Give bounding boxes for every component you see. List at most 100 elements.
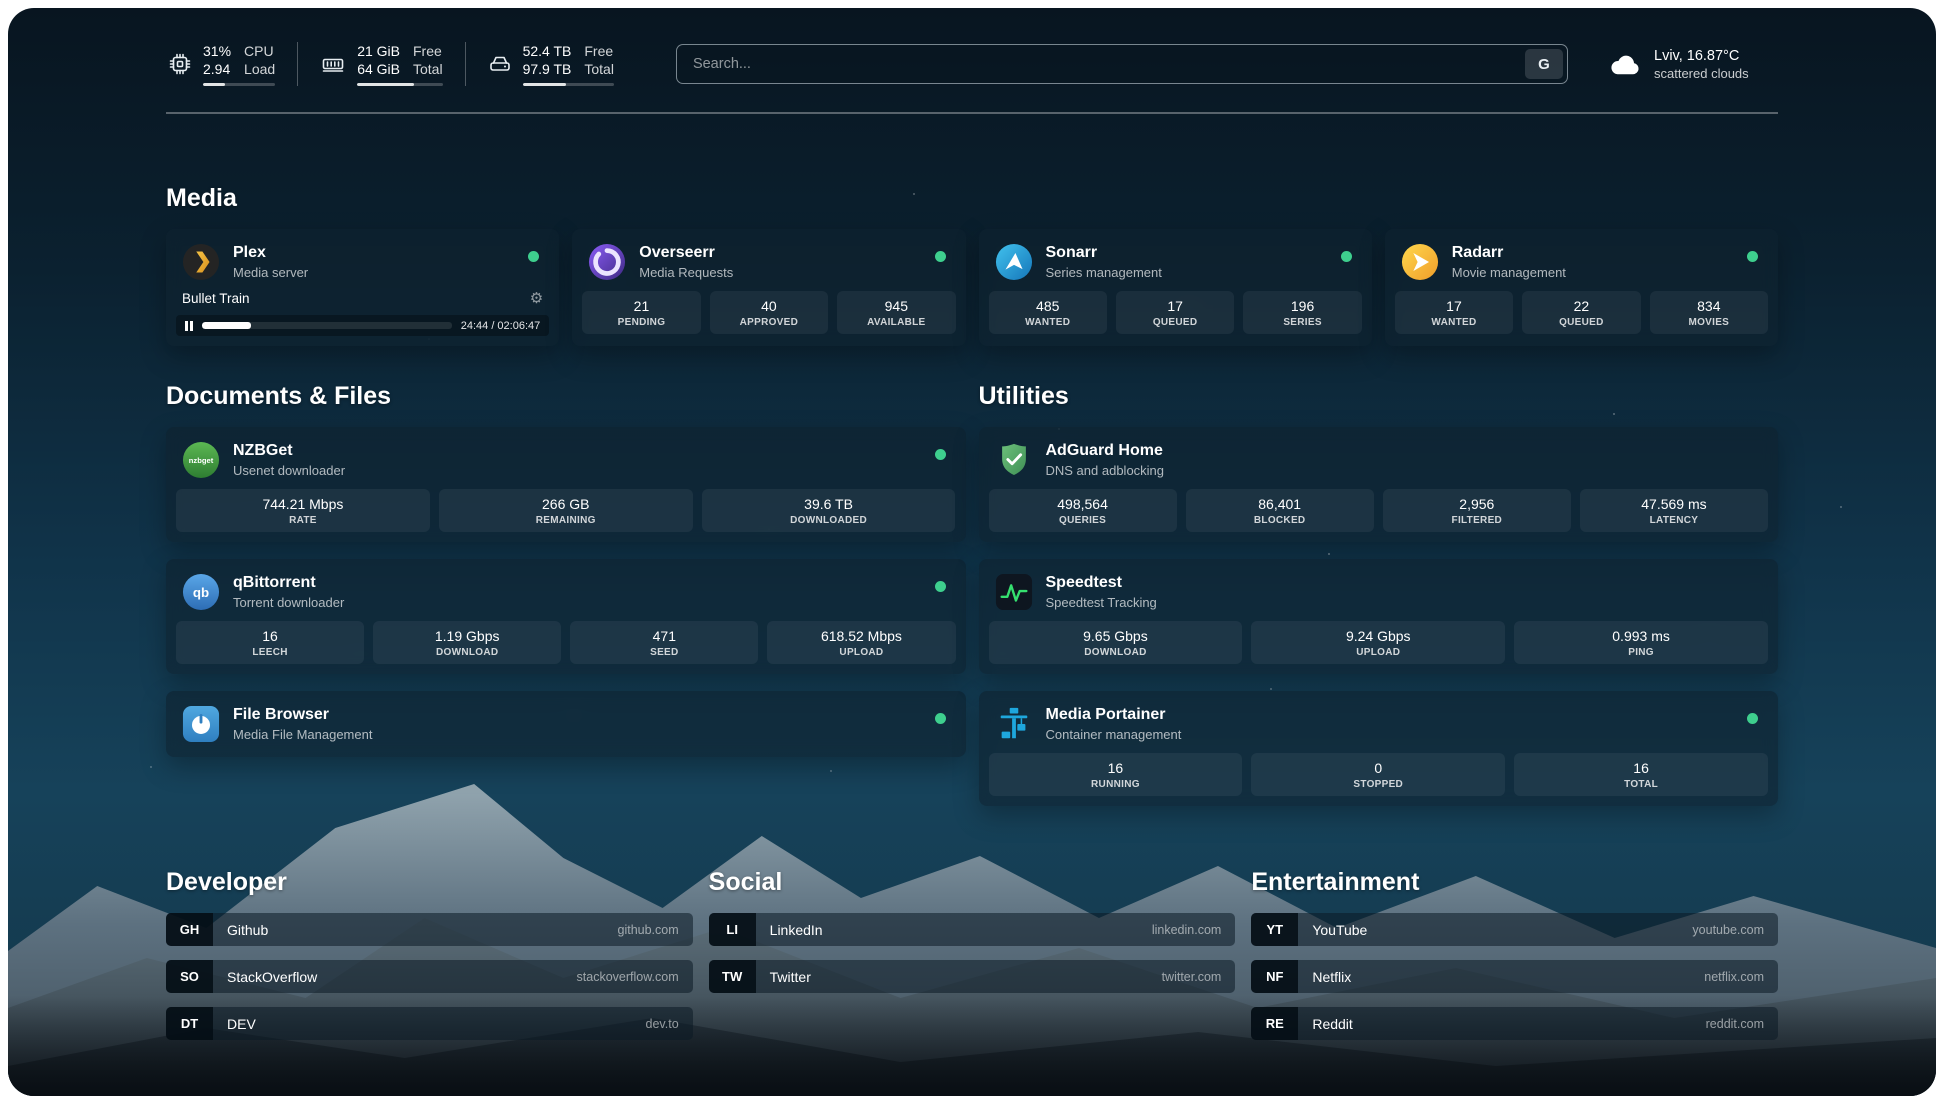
app-subtitle: Speedtest Tracking <box>1045 595 1157 611</box>
disk-total-label: Total <box>584 61 614 78</box>
bookmark-name: Github <box>227 921 269 938</box>
app-name: NZBGet <box>233 442 293 460</box>
stat-queries: 498,564 QUERIES <box>988 489 1177 533</box>
nzbget-icon: nzbget <box>182 441 220 479</box>
search-bar: G <box>675 44 1568 85</box>
status-dot <box>1747 251 1758 263</box>
disk-total-value: 97.9 TB <box>522 61 572 78</box>
stat-wanted: 17 WANTED <box>1394 291 1514 335</box>
service-card-adguard[interactable]: AdGuard Home DNS and adblocking 498,564 … <box>978 427 1778 543</box>
memory-icon <box>320 52 346 76</box>
app-subtitle: Series management <box>1045 265 1162 281</box>
pause-button[interactable] <box>185 320 193 331</box>
filebrowser-icon <box>182 705 220 743</box>
stat-seed: 471 SEED <box>570 621 759 665</box>
service-card-radarr[interactable]: Radarr Movie management 17 WANTED 2 <box>1384 229 1778 347</box>
bookmark-name: Netflix <box>1312 968 1352 985</box>
search-input[interactable] <box>680 56 1525 73</box>
app-subtitle: Torrent downloader <box>233 595 345 611</box>
svg-text:qb: qb <box>193 585 209 600</box>
bookmark-github[interactable]: GH Github github.com <box>166 913 693 947</box>
playback-progress[interactable] <box>202 322 452 330</box>
service-card-portainer[interactable]: Media Portainer Container management 16 … <box>978 691 1778 807</box>
bookmark-url: dev.to <box>645 1016 679 1031</box>
radarr-icon <box>1401 243 1439 281</box>
app-name: File Browser <box>233 706 330 724</box>
bookmark-url: twitter.com <box>1161 969 1222 984</box>
bookmark-url: linkedin.com <box>1151 922 1222 937</box>
bookmarks-title-entertainment: Entertainment <box>1251 868 1420 897</box>
bookmark-url: youtube.com <box>1692 922 1764 937</box>
disk-widget: 52.4 TB 97.9 TB Free Total <box>464 42 636 87</box>
stat-upload: 618.52 Mbps UPLOAD <box>767 621 956 665</box>
app-subtitle: DNS and adblocking <box>1045 463 1165 479</box>
sonarr-icon <box>995 243 1033 281</box>
stat-approved: 40 APPROVED <box>709 291 829 335</box>
status-dot <box>1747 713 1758 725</box>
dashboard: 31% 2.94 CPU Load <box>8 8 1936 1096</box>
memory-free-label: Free <box>413 43 442 59</box>
section-documents: Documents & Files nzbget <box>166 382 966 758</box>
app-name: AdGuard Home <box>1045 442 1163 460</box>
status-dot <box>934 449 946 461</box>
disk-free-label: Free <box>584 43 614 59</box>
disk-free-value: 52.4 TB <box>522 43 572 59</box>
bookmark-linkedin[interactable]: LI LinkedIn linkedin.com <box>708 913 1236 947</box>
section-media: Media <box>166 184 1778 347</box>
overseerr-icon <box>588 243 626 281</box>
stat-available: 945 AVAILABLE <box>837 291 956 335</box>
service-card-sonarr[interactable]: Sonarr Series management 485 WANTED <box>978 229 1372 347</box>
app-name: qBittorrent <box>233 574 316 592</box>
status-dot <box>528 251 540 263</box>
service-card-qbittorrent[interactable]: qb qBittorrent Torrent downloader <box>166 559 966 675</box>
qbittorrent-icon: qb <box>182 573 220 611</box>
bookmark-url: netflix.com <box>1704 969 1764 984</box>
app-name: Speedtest <box>1045 574 1122 592</box>
status-dot <box>934 581 946 593</box>
svg-text:nzbget: nzbget <box>189 456 214 465</box>
bookmark-abbr: RE <box>1251 1007 1299 1041</box>
snow-particles <box>8 8 10 10</box>
cpu-label: CPU <box>244 43 274 59</box>
cpu-percent: 31% <box>203 43 232 59</box>
stat-wanted: 485 WANTED <box>988 291 1107 335</box>
stat-upload: 9.24 Gbps UPLOAD <box>1251 621 1506 665</box>
bookmarks-entertainment: Entertainment YT YouTube youtube.com NF … <box>1251 868 1778 1041</box>
weather-widget: Lviv, 16.87°C scattered clouds <box>1608 48 1778 81</box>
top-bar: 31% 2.94 CPU Load <box>166 8 1778 87</box>
bookmark-reddit[interactable]: RE Reddit reddit.com <box>1251 1007 1778 1041</box>
bookmark-dev[interactable]: DT DEV dev.to <box>166 1007 693 1041</box>
stat-stopped: 0 STOPPED <box>1251 753 1506 797</box>
service-card-speedtest[interactable]: Speedtest Speedtest Tracking 9.65 Gbps D… <box>978 559 1778 675</box>
bookmark-abbr: NF <box>1251 960 1299 994</box>
app-subtitle: Media Requests <box>639 265 734 281</box>
bookmark-stackoverflow[interactable]: SO StackOverflow stackoverflow.com <box>166 960 693 994</box>
cpu-chip-icon <box>168 52 192 76</box>
disk-usage-bar <box>522 83 614 87</box>
gear-icon[interactable]: ⚙ <box>529 290 544 308</box>
app-subtitle: Container management <box>1045 727 1182 743</box>
weather-condition: scattered clouds <box>1654 65 1749 81</box>
service-card-filebrowser[interactable]: File Browser Media File Management <box>166 691 966 758</box>
service-card-overseerr[interactable]: Overseerr Media Requests 21 PENDING <box>572 229 966 347</box>
section-title-utilities: Utilities <box>978 382 1069 411</box>
memory-free-value: 21 GiB <box>357 43 400 59</box>
bookmark-netflix[interactable]: NF Netflix netflix.com <box>1251 960 1778 994</box>
weather-location: Lviv, 16.87°C <box>1654 47 1740 64</box>
bookmark-abbr: SO <box>166 960 213 994</box>
service-card-nzbget[interactable]: nzbget NZBGet Usenet downloader <box>166 427 966 543</box>
app-name: Radarr <box>1451 244 1504 262</box>
stat-download: 9.65 Gbps DOWNLOAD <box>988 621 1243 665</box>
stat-filtered: 2,956 FILTERED <box>1382 489 1571 533</box>
bookmark-youtube[interactable]: YT YouTube youtube.com <box>1251 913 1778 947</box>
app-name: Overseerr <box>639 244 715 262</box>
stat-total: 16 TOTAL <box>1514 753 1768 797</box>
memory-usage-bar <box>357 83 443 87</box>
playback-time: 24:44 / 02:06:47 <box>460 319 541 332</box>
pause-icon <box>185 320 193 331</box>
search-provider-button[interactable]: G <box>1525 49 1563 80</box>
bookmark-url: github.com <box>617 922 679 937</box>
service-card-plex[interactable]: Plex Media server Bullet Train ⚙ <box>166 229 560 347</box>
section-title-documents: Documents & Files <box>166 382 392 411</box>
bookmark-twitter[interactable]: TW Twitter twitter.com <box>708 960 1236 994</box>
